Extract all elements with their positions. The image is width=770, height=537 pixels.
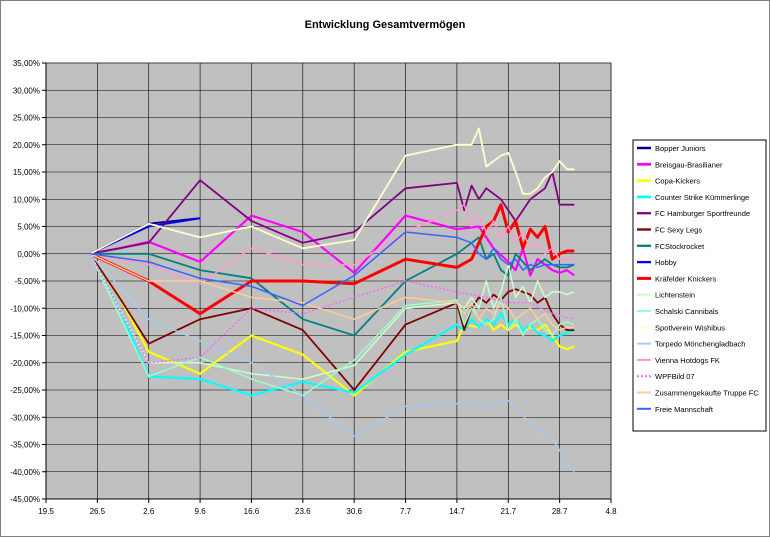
legend-label: Copa-Kickers	[655, 177, 700, 186]
y-tick-label: -25,00%	[10, 386, 40, 395]
x-tick-label: 23.6	[295, 507, 311, 516]
legend-label: Zusammengekaufte Truppe FC	[655, 389, 759, 398]
series-line	[89, 127, 575, 255]
series-line	[89, 253, 575, 473]
x-tick-label: 14.7	[449, 507, 465, 516]
legend-label: FC Hamburger Sportfreunde	[655, 209, 750, 218]
chart-title: Entwicklung Gesamtvermögen	[305, 19, 466, 31]
series-line	[89, 253, 575, 397]
y-tick-label: -20,00%	[10, 359, 40, 368]
y-tick-label: 20,00%	[13, 141, 40, 150]
y-tick-label: -45,00%	[10, 495, 40, 504]
legend-box	[632, 139, 767, 432]
series-line	[89, 203, 575, 285]
legend-label: Spotlverein Wishibus	[655, 323, 725, 332]
series-line	[89, 253, 575, 380]
x-tick-label: 4.8	[605, 507, 617, 516]
x-tick-label: 7.7	[400, 507, 412, 516]
x-tick-label: 9.6	[195, 507, 207, 516]
y-tick-label: 30,00%	[13, 86, 40, 95]
y-tick-label: 0,00%	[17, 250, 40, 259]
legend-label: Counter Strike Kümmerlinge	[655, 193, 749, 202]
x-tick-label: 28.7	[552, 507, 568, 516]
y-tick-label: -40,00%	[10, 468, 40, 477]
series-line	[89, 253, 575, 397]
legend-label: Freie Mannschaft	[655, 405, 714, 414]
x-tick-label: 19.5	[38, 507, 54, 516]
y-tick-label: 25,00%	[13, 114, 40, 123]
x-tick-label: 30.6	[346, 507, 362, 516]
legend-label: Kräfelder Knickers	[655, 274, 717, 283]
x-tick-label: 16.6	[244, 507, 260, 516]
legend-label: Hobby	[655, 258, 677, 267]
y-tick-label: 35,00%	[13, 59, 40, 68]
legend-label: Breisgau-Brasilianer	[655, 160, 723, 169]
y-tick-label: -35,00%	[10, 441, 40, 450]
x-tick-label: 2.6	[143, 507, 155, 516]
legend-label: Schalski Cannibals	[655, 307, 719, 316]
legend-label: Lichtenstein	[655, 291, 695, 300]
legend-label: Bopper Juniors	[655, 144, 706, 153]
legend-label: FCStockrocket	[655, 242, 705, 251]
legend-label: Vienna Hotdogs FK	[655, 356, 720, 365]
y-tick-label: 10,00%	[13, 195, 40, 204]
y-tick-label: 5,00%	[17, 223, 40, 232]
y-tick-label: -10,00%	[10, 304, 40, 313]
x-tick-label: 21.7	[500, 507, 516, 516]
series-line	[89, 171, 575, 255]
series-line	[90, 236, 575, 337]
axes: 35,00% 30,00% 25,00% 20,00% 15,00% 10,00% 5,00…	[10, 59, 617, 516]
y-tick-label: -5,00%	[15, 277, 40, 286]
legend-label: WPFBild 07	[655, 372, 695, 381]
y-tick-label: 15,00%	[13, 168, 40, 177]
series-line	[89, 231, 575, 307]
legend-label: FC Sexy Legs	[655, 226, 702, 235]
legend: Bopper Juniors Breisgau-Brasilianer Copa-K…	[632, 139, 767, 432]
y-tick-label: -30,00%	[10, 413, 40, 422]
legend-label: Torpedo Mönchengladbach	[655, 340, 745, 349]
series-line	[89, 253, 575, 397]
y-tick-label: -15,00%	[10, 332, 40, 341]
series-lines	[89, 127, 575, 473]
series-line	[89, 253, 575, 364]
x-tick-label: 26.5	[90, 507, 106, 516]
